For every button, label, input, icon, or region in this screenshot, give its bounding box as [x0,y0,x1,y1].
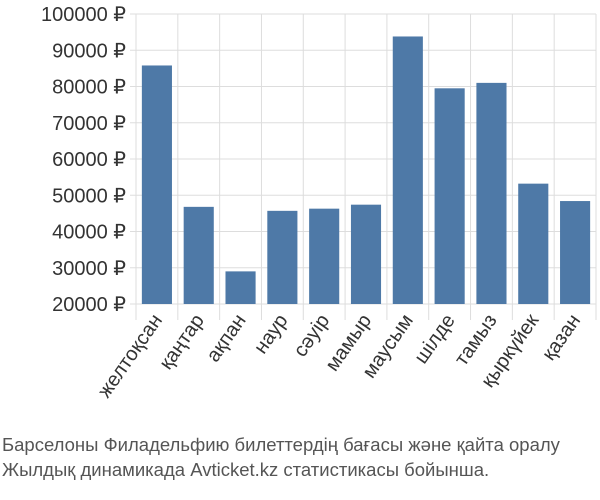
bar-7 [392,36,423,304]
bar-chart: 20000 ₽ 30000 ₽ 40000 ₽ 50000 ₽ 60000 ₽ 70000… [41,4,597,402]
bar-10 [518,183,549,304]
x-tick-label: қазан [538,310,585,364]
y-tick-label: 30000 ₽ [52,258,126,280]
y-tick-label: 40000 ₽ [52,222,126,244]
bar-8 [434,88,465,304]
bar-6 [350,204,382,304]
y-tick-label: 60000 ₽ [52,149,126,171]
y-tick-label: 100000 ₽ [41,4,126,26]
y-tick-label: 20000 ₽ [52,294,126,316]
x-tick-label: қаңтар [155,310,209,373]
x-tick-label: ақпан [202,310,250,366]
bar-5 [309,208,340,304]
bar-1 [141,65,172,304]
y-tick-label: 70000 ₽ [52,113,126,135]
bar-9 [476,82,507,304]
chart-caption-line-1: Барселоны Филадельфию билеттердің бағасы… [2,434,560,455]
y-tick-label: 80000 ₽ [52,77,126,99]
x-tick-label: наур [250,310,293,358]
y-axis-tick-labels: 20000 ₽ 30000 ₽ 40000 ₽ 50000 ₽ 60000 ₽ 70000… [41,4,126,316]
x-tick-label: желтоқсан [94,310,167,402]
grid-lines [130,13,597,320]
bar-2 [183,206,214,304]
bars [141,36,591,304]
y-tick-label: 90000 ₽ [52,40,126,62]
bar-4 [267,210,298,304]
bar-11 [560,201,591,304]
bar-3 [225,271,256,304]
y-tick-label: 50000 ₽ [52,185,126,207]
chart-caption-line-2: Жылдық динамикада Avticket.kz статистика… [2,459,490,480]
